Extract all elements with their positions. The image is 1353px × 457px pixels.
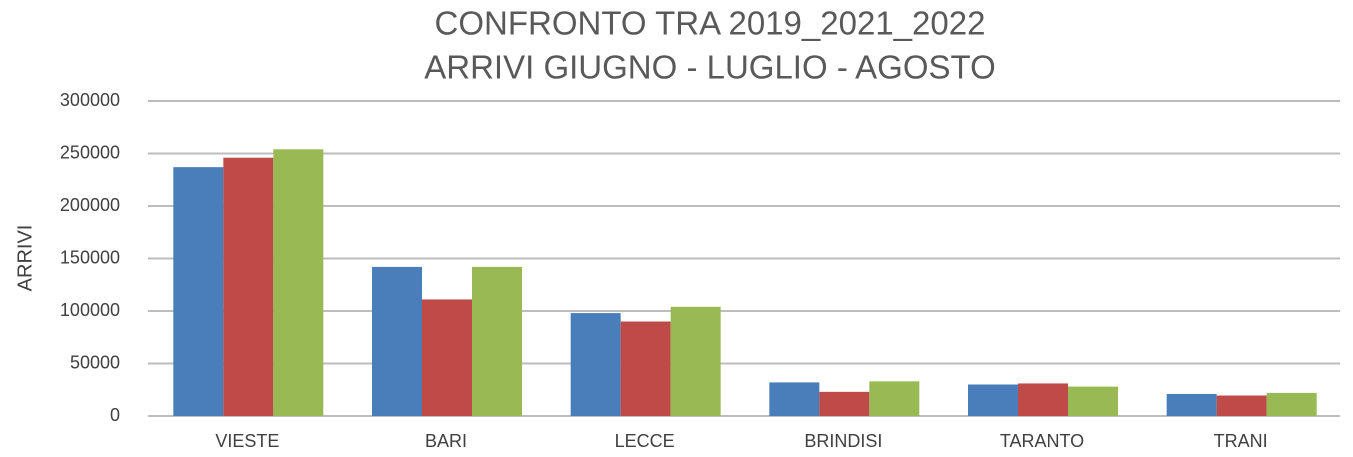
y-tick-label: 150000 [60, 247, 120, 267]
bar [372, 266, 422, 416]
bar [1018, 383, 1068, 416]
bar [869, 381, 920, 416]
bar [472, 266, 522, 416]
x-tick-label: VIESTE [215, 431, 279, 451]
bar [670, 306, 721, 416]
bar [968, 384, 1018, 416]
x-tick-label: BRINDISI [804, 431, 882, 451]
bar [1216, 395, 1267, 416]
bar [173, 167, 224, 416]
bar [1068, 386, 1118, 416]
y-tick-label: 0 [110, 405, 120, 425]
x-tick-label: BARI [425, 431, 467, 451]
y-tick-label: 100000 [60, 300, 120, 320]
chart-title: CONFRONTO TRA 2019_2021_2022 [435, 5, 986, 42]
bar [1166, 393, 1217, 416]
bar [769, 382, 820, 416]
x-tick-label: LECCE [615, 431, 675, 451]
chart-subtitle: ARRIVI GIUGNO - LUGLIO - AGOSTO [424, 49, 996, 86]
y-tick-label: 50000 [70, 352, 120, 372]
bar [819, 391, 870, 416]
bar [570, 313, 621, 416]
y-tick-label: 250000 [60, 142, 120, 162]
bar [273, 149, 324, 417]
bar [1266, 392, 1317, 416]
bar [620, 321, 671, 416]
x-tick-label: TRANI [1214, 431, 1268, 451]
bar [422, 299, 472, 416]
y-tick-label: 300000 [60, 90, 120, 110]
y-axis-label: ARRIVI [14, 225, 36, 292]
bar [223, 157, 274, 416]
x-tick-label: TARANTO [1000, 431, 1084, 451]
y-tick-label: 200000 [60, 195, 120, 215]
